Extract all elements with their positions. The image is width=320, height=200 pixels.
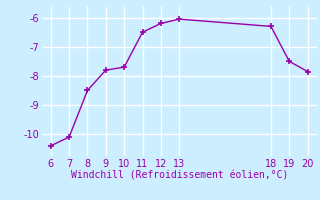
X-axis label: Windchill (Refroidissement éolien,°C): Windchill (Refroidissement éolien,°C) bbox=[70, 170, 288, 180]
